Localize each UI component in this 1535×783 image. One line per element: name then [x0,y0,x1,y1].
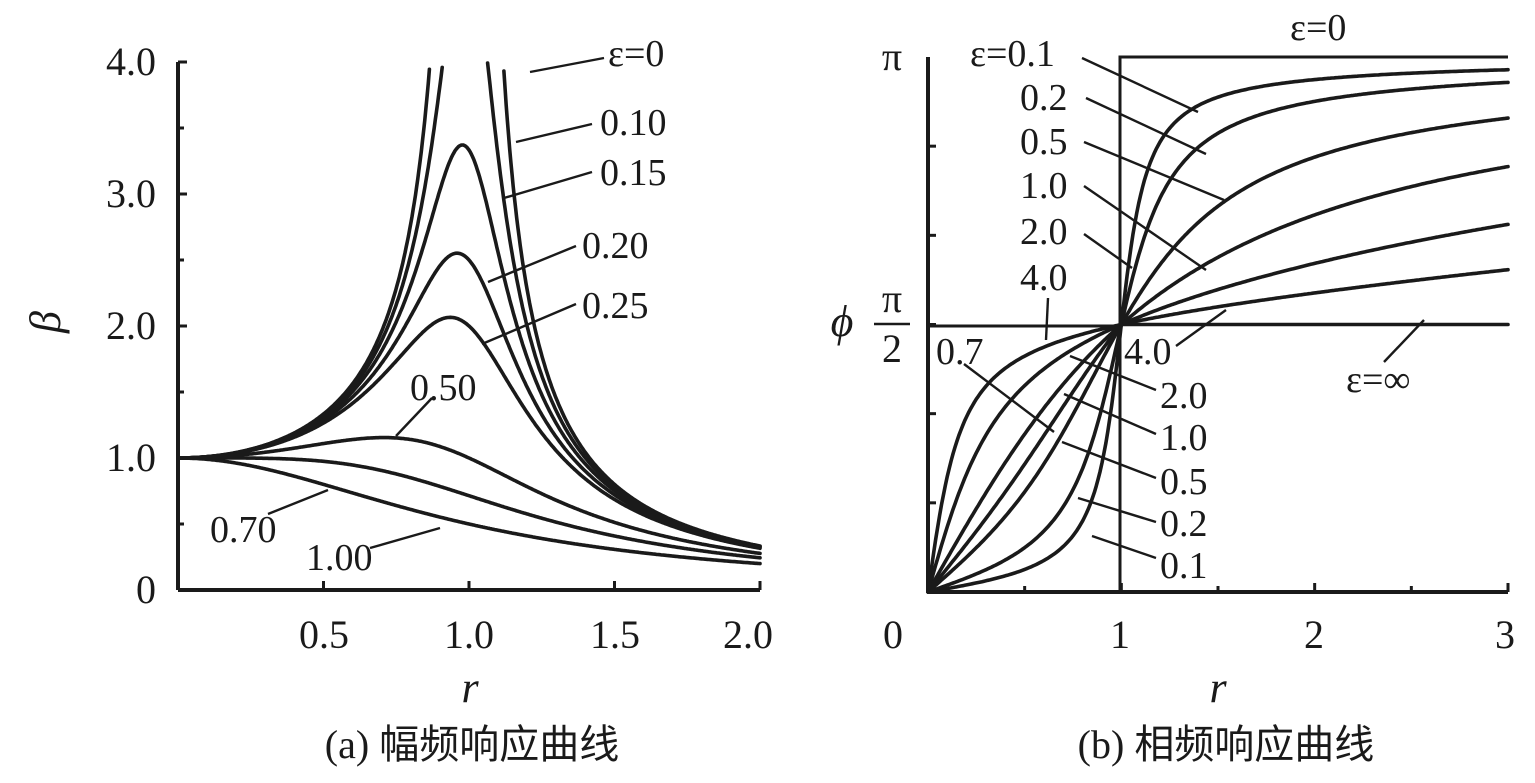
b-label-5: 4.0 [1020,257,1068,299]
b-tick-marks [926,144,1510,592]
b-lower-label-0: 4.0 [1124,331,1172,373]
phase-response-chart: π π 2 0 1 2 3 r ϕ ε=0 ε=0.1 0.2 0.5 1.0 … [831,7,1515,767]
a-tick-marks [178,60,762,592]
b-y-axis-title: ϕ [831,297,854,346]
b-curve-lower-2 [926,322,1124,594]
b-label-4: 2.0 [1020,211,1068,253]
b-curve-6 [926,322,1124,594]
a-label-1: 0.10 [600,102,667,144]
b-leader-7 [1383,319,1425,363]
b-lower-leader-1 [1069,354,1157,392]
b-lower-leader-3 [1061,440,1157,480]
a-curve-5-seg-0 [176,435,762,556]
a-x-axis-title: r [461,663,479,712]
b-curve-lower-3 [926,322,1124,594]
b-reference-label: ε=0 [1290,7,1346,49]
a-leader-3 [487,244,577,284]
a-label-7: 1.00 [306,537,373,579]
b-curve-lower-5 [926,322,1124,594]
a-curve-6-seg-0 [176,456,762,560]
a-label-3: 0.20 [582,225,649,267]
b-leader-0 [1081,56,1199,114]
a-xtick-label-3: 2.0 [723,612,773,657]
b-curve-lower-4 [926,322,1124,594]
b-xtick-label-3: 3 [1495,612,1515,657]
b-xtick-label-2: 2 [1304,612,1324,657]
a-leader-7 [369,526,441,550]
b-label-3: 1.0 [1020,165,1068,207]
b-leader-4 [1083,233,1133,269]
amplitude-response-chart: 4.0 3.0 2.0 1.0 0 0.5 1.0 1.5 2.0 r β ε=… [21,33,773,767]
b-lower-leader-0 [1175,309,1227,347]
b-lower-leader-5 [1091,534,1157,560]
a-curve-2-seg-0 [176,143,762,549]
a-leader-4 [481,302,577,346]
a-ytick-label-0: 0 [136,567,156,612]
b-xtick-label-0: 0 [883,612,903,657]
b-lower-label-2: 1.0 [1160,417,1208,459]
a-leader-2 [503,170,593,200]
b-curve-lower-1 [926,322,1124,594]
b-leader-2 [1083,140,1225,202]
a-y-axis-title: β [21,311,70,334]
a-label-2: 0.15 [600,152,667,194]
b-lower-leader-2 [1063,392,1157,436]
a-curve-0-seg-0 [176,67,432,460]
b-ytick-label-half-den: 2 [882,326,902,371]
b-leader-6 [963,363,1055,433]
b-lower-label-3: 0.5 [1160,461,1208,503]
b-zero-damping-reference [930,55,1508,328]
a-ytick-label-3: 3.0 [106,171,156,216]
b-label-6: 0.7 [936,331,984,373]
b-caption: (b) 相频响应曲线 [1078,722,1375,767]
a-xtick-label-1: 1.0 [444,612,494,657]
b-ytick-label-pi: π [882,34,902,79]
a-leader-0 [529,56,605,74]
a-ytick-label-2: 2.0 [106,303,156,348]
a-leader-6 [267,488,329,516]
b-curve-0-upper [1119,67,1510,327]
a-curve-7-seg-0 [176,456,762,566]
b-lower-leader-4 [1077,496,1157,524]
a-xtick-label-0: 0.5 [299,612,349,657]
a-label-0: ε=0 [608,33,664,75]
b-curve-5-upper [1119,267,1510,327]
phase-curves [926,67,1510,594]
b-curve-4-upper [1119,222,1510,327]
a-leader-1 [515,122,593,144]
b-label-2: 0.5 [1020,121,1068,163]
b-x-axis-title: r [1209,663,1227,712]
amplitude-curves [176,61,762,566]
a-xtick-label-2: 1.5 [590,612,640,657]
b-curve-lower-0 [926,322,1124,594]
a-leader-5 [395,397,433,437]
b-lower-label-5: 0.1 [1160,545,1208,587]
a-curve-4-seg-0 [176,315,762,551]
b-lower-label-1: 2.0 [1160,375,1208,417]
b-ytick-label-half-num: π [882,276,902,321]
a-ytick-label-1: 1.0 [106,435,156,480]
b-curve-3-upper [1119,164,1510,327]
b-lower-label-4: 0.2 [1160,503,1208,545]
a-caption: (a) 幅频响应曲线 [325,722,619,767]
a-ytick-label-4: 4.0 [106,39,156,84]
a-label-5: 0.50 [410,367,477,409]
b-label-1: 0.2 [1020,77,1068,119]
a-label-6: 0.70 [210,509,277,551]
b-curve-2-upper [1119,116,1510,327]
a-label-4: 0.25 [582,285,649,327]
b-leader-3 [1083,185,1207,271]
b-curve-1-upper [1119,80,1510,327]
b-label-7: ε=∞ [1346,359,1410,401]
b-leader-5 [1044,297,1050,341]
b-label-0: ε=0.1 [970,33,1055,75]
b-xtick-label-1: 1 [1110,612,1130,657]
b-leader-1 [1085,96,1207,156]
